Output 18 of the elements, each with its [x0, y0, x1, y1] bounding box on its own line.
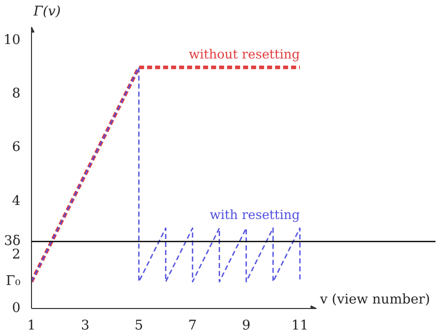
- y-tick-label: 0: [12, 301, 21, 316]
- x-tick-label: 9: [242, 318, 250, 334]
- y-tick-label: 2: [12, 247, 21, 262]
- y-tick-label: 6: [12, 140, 21, 156]
- y-axis-title: Γ(v): [32, 4, 61, 20]
- y-tick-label: 4: [12, 194, 21, 209]
- y-tick-label: 10: [4, 33, 21, 48]
- x-tick-label: 1: [27, 318, 36, 334]
- x-tick-label: 3: [80, 318, 90, 334]
- y-tick-label: Γ₀: [6, 274, 21, 290]
- y-tick-label: 8: [12, 86, 21, 102]
- x-axis-title: v (view number): [319, 292, 430, 308]
- series-label: without resetting: [188, 46, 300, 62]
- y-tick-label: 3δ: [4, 234, 21, 250]
- x-tick-label: 7: [188, 318, 197, 334]
- series-label: with resetting: [210, 207, 300, 222]
- x-tick-label: 11: [291, 318, 308, 334]
- x-tick-label: 5: [134, 318, 144, 334]
